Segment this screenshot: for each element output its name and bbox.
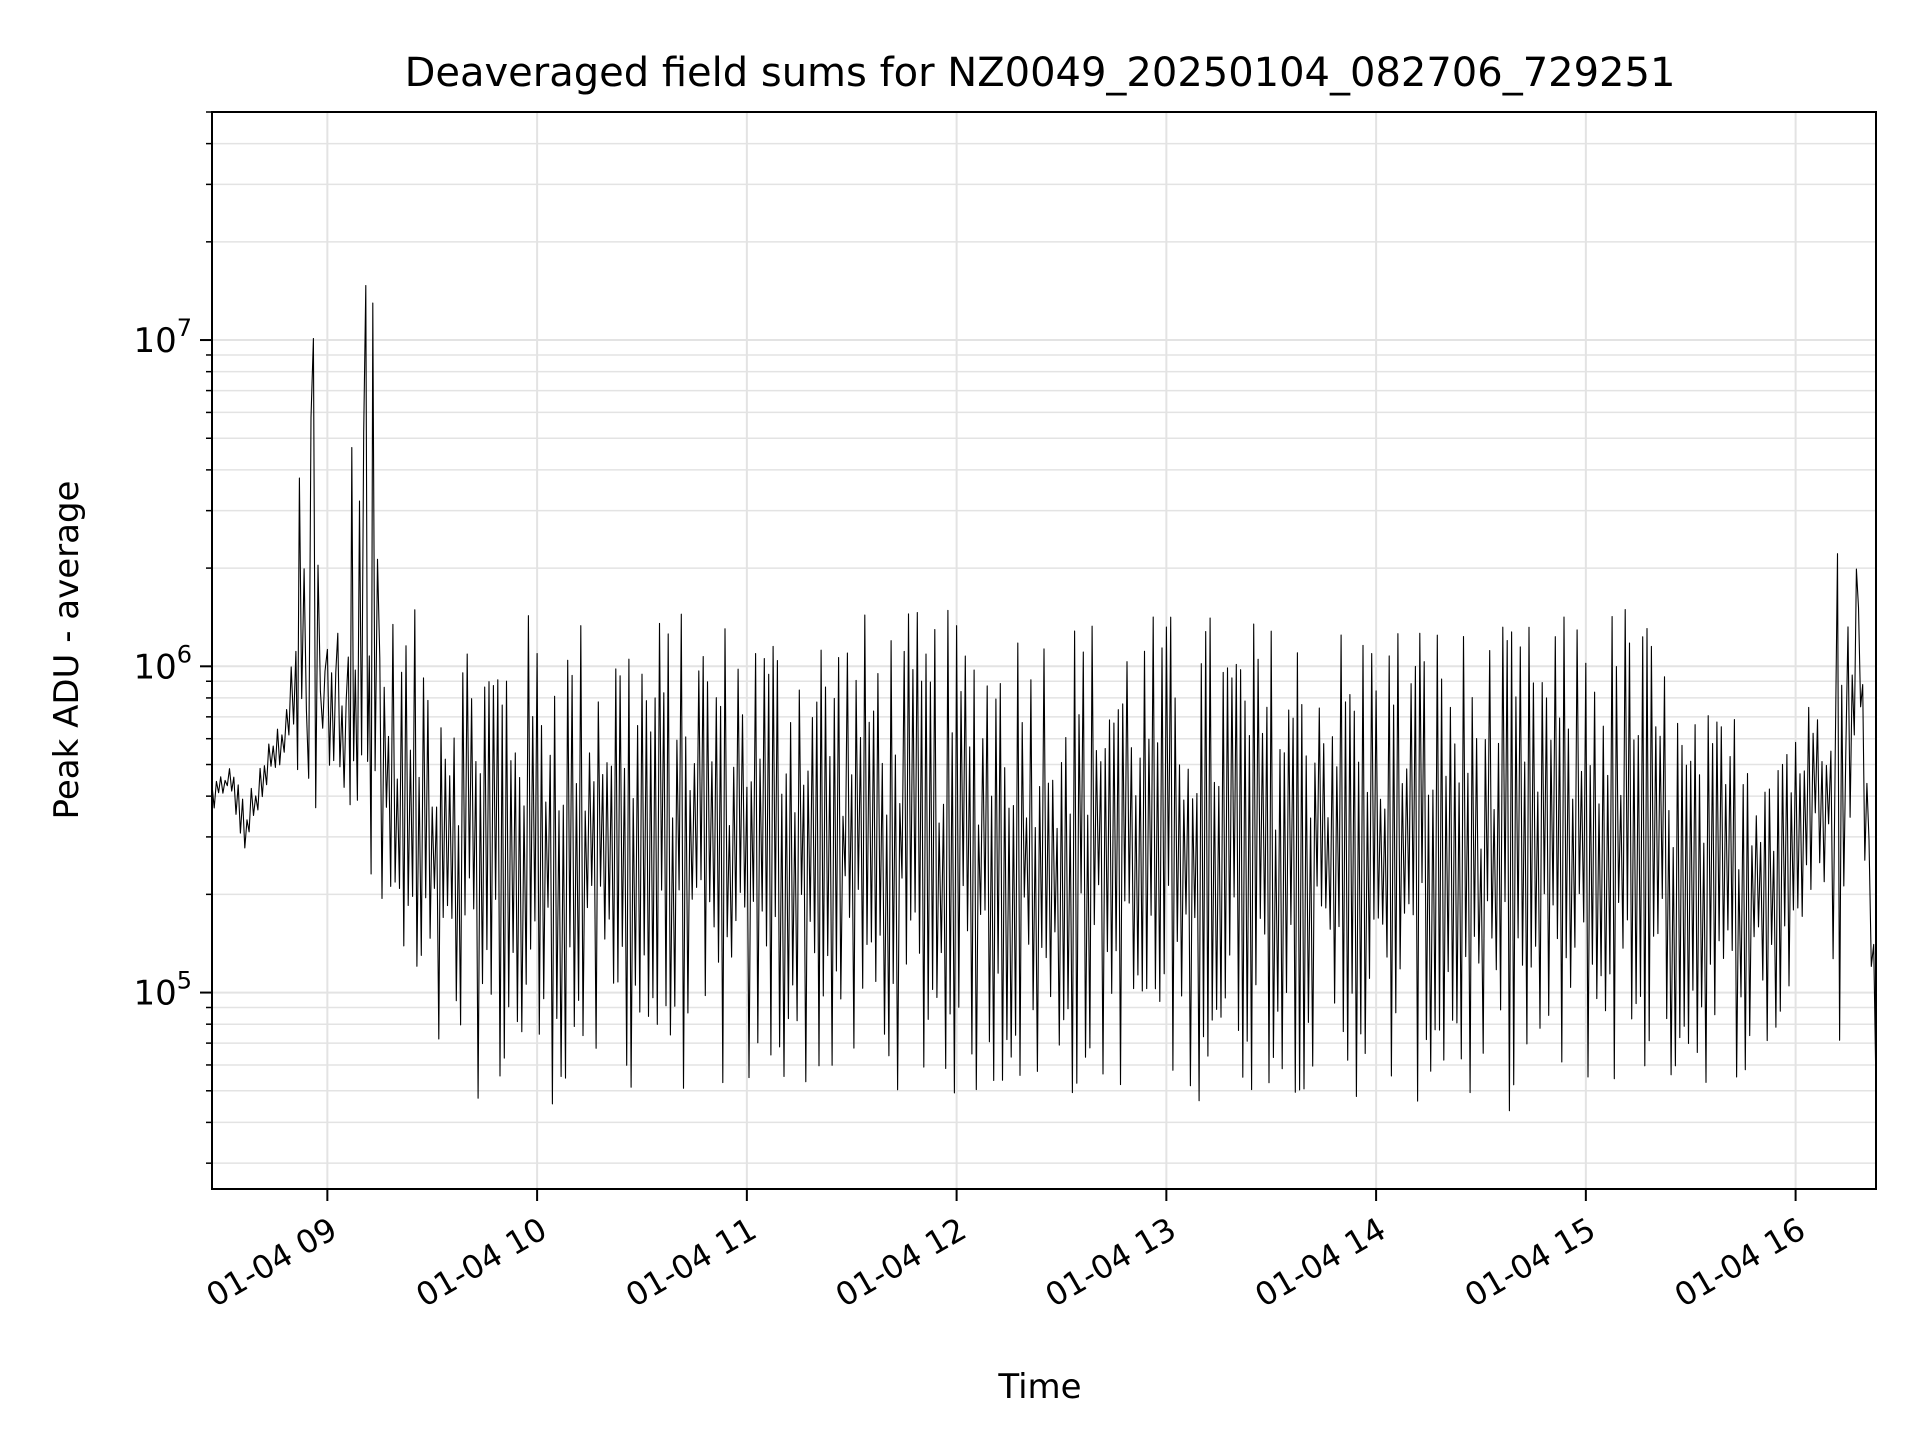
y-tick-label: 105: [133, 967, 192, 1014]
y-tick-label: 106: [133, 640, 192, 687]
y-axis-ticks: 105 106 107: [133, 314, 212, 1014]
y-axis-label: Peak ADU - average: [47, 481, 87, 820]
x-axis-label: Time: [997, 1367, 1081, 1407]
y-minor-grid: [206, 111, 1876, 1164]
series-noise-trace: [211, 284, 1877, 1112]
y-tick-label: 107: [133, 314, 192, 361]
chart-title: Deaveraged field sums for NZ0049_2025010…: [405, 50, 1676, 96]
data-series: [211, 162, 1877, 1112]
plot-frame: [211, 111, 1877, 1190]
